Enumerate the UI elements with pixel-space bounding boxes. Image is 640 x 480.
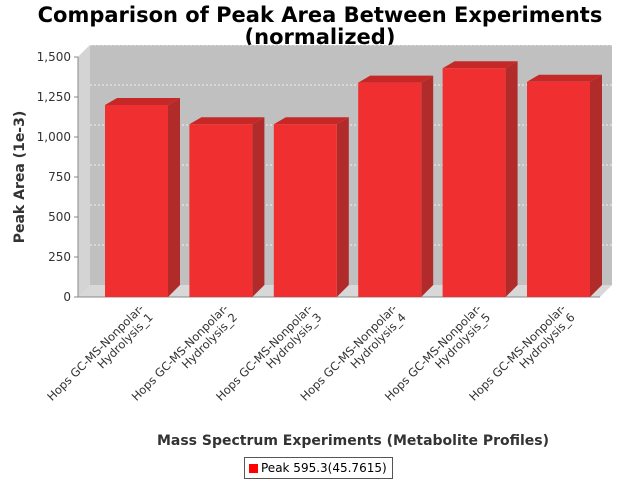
plot-side-wall: [78, 45, 90, 297]
bar-side: [421, 75, 434, 297]
legend-label: Peak 595.3(45.7615): [261, 461, 387, 475]
bar-side: [252, 117, 265, 297]
y-axis-label: Peak Area (1e-3): [12, 111, 28, 244]
bar-5: [442, 61, 518, 298]
bar-side: [590, 74, 602, 297]
bar-3: [273, 117, 349, 297]
x-axis-label: Mass Spectrum Experiments (Metabolite Pr…: [157, 433, 549, 449]
y-tick-label: 0: [63, 290, 71, 304]
bar-6: [527, 74, 602, 297]
chart-title-line-1: Comparison of Peak Area Between Experime…: [37, 3, 603, 27]
bar-front: [273, 124, 337, 297]
y-tick-label: 1,000: [37, 130, 71, 144]
x-tick-label: Hops GC-MS-Nonpolar-: [44, 301, 146, 403]
y-tick-label: 1,250: [37, 90, 71, 104]
bar-top: [358, 75, 434, 83]
bar-front: [189, 124, 253, 297]
y-tick-label: 750: [48, 170, 71, 184]
bar-front: [105, 105, 168, 297]
bar-top: [273, 117, 349, 125]
y-tick-label: 500: [48, 210, 71, 224]
legend-swatch: [249, 464, 258, 473]
bar-1: [105, 98, 180, 297]
y-tick-label: 1,500: [37, 50, 71, 64]
bar-side: [336, 117, 349, 297]
bar-side: [505, 61, 518, 298]
bar-2: [189, 117, 265, 297]
bar-side: [168, 98, 180, 297]
bar-top: [189, 117, 265, 125]
bar-front: [527, 81, 590, 297]
bar-front: [358, 82, 422, 297]
bar-front: [442, 68, 506, 297]
y-tick-label: 250: [48, 250, 71, 264]
legend: Peak 595.3(45.7615): [244, 457, 393, 479]
bar-top: [442, 61, 518, 69]
bar-top: [105, 98, 180, 105]
bar-top: [527, 74, 602, 82]
bar-4: [358, 75, 434, 297]
